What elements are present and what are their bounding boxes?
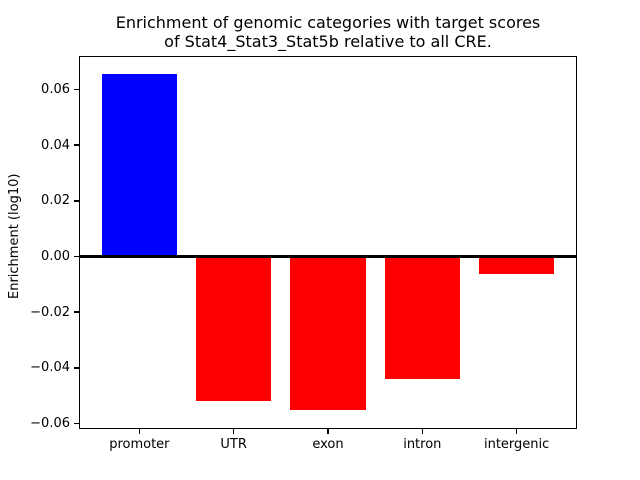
bar-UTR — [195, 256, 272, 401]
y-tick — [74, 88, 79, 91]
bar-exon — [290, 256, 366, 411]
chart-title: Enrichment of genomic categories with ta… — [115, 13, 541, 51]
y-tick — [74, 255, 79, 258]
x-tick-label-intergenic: intergenic — [483, 437, 550, 452]
y-tick-label: 0.02 — [41, 193, 70, 209]
x-tick-label-promoter: promoter — [109, 437, 170, 452]
y-tick — [74, 199, 79, 202]
zero-line — [79, 255, 577, 258]
bar-intergenic — [478, 256, 555, 275]
x-tick — [232, 429, 235, 434]
x-tick-label-UTR: UTR — [220, 437, 247, 452]
x-tick — [327, 429, 329, 434]
y-tick-label: 0.04 — [41, 137, 70, 153]
y-tick — [74, 311, 79, 313]
x-tick — [515, 429, 518, 434]
x-tick-label-exon: exon — [312, 437, 344, 452]
y-tick-label: −0.02 — [30, 304, 70, 320]
x-tick — [421, 429, 424, 434]
y-tick — [74, 144, 79, 146]
bar-promoter — [101, 73, 178, 257]
y-tick-label: 0.06 — [41, 81, 70, 97]
bar-intron — [384, 256, 461, 380]
y-tick-label: 0.00 — [41, 248, 70, 264]
y-tick — [74, 366, 79, 369]
y-tick — [74, 422, 79, 425]
x-tick-label-intron: intron — [403, 437, 442, 452]
y-tick-label: −0.04 — [30, 360, 70, 376]
x-tick — [138, 429, 141, 434]
y-tick-label: −0.06 — [30, 415, 70, 431]
